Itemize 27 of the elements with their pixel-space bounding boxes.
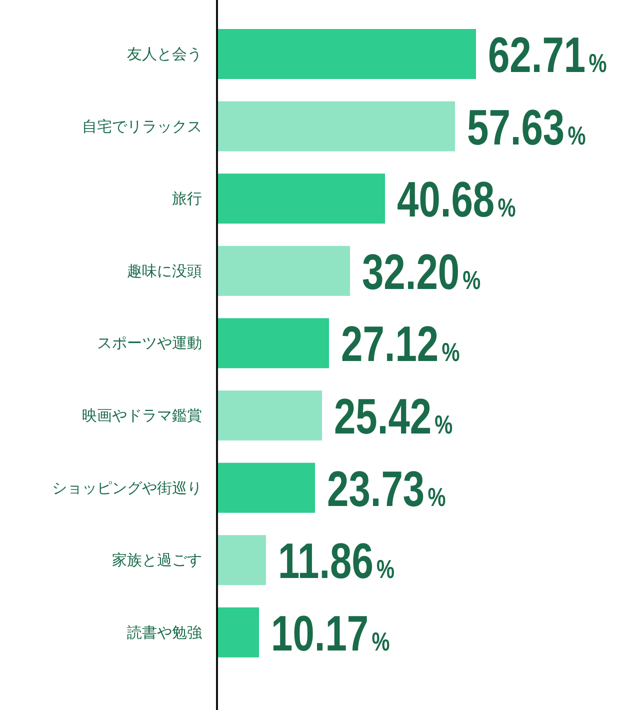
y-tick-label: 読書や勉強 xyxy=(127,623,202,642)
bar xyxy=(217,535,266,586)
bar xyxy=(217,607,260,658)
y-tick-label: ショッピングや街巡り xyxy=(52,478,202,497)
data-label: 57.63% xyxy=(467,98,586,156)
data-label: 25.42% xyxy=(334,388,453,445)
bar xyxy=(217,390,322,440)
data-label: 10.17% xyxy=(271,604,390,662)
data-label: 11.86% xyxy=(278,532,395,590)
y-tick-label: 旅行 xyxy=(172,190,202,208)
bar xyxy=(217,318,330,368)
bar xyxy=(217,101,456,152)
bar xyxy=(217,174,386,224)
y-tick-label: 趣味に没頭 xyxy=(127,262,202,280)
bar xyxy=(217,462,316,513)
data-label: 27.12% xyxy=(341,315,460,372)
y-tick-label: 自宅でリラックス xyxy=(82,117,202,136)
y-tick-label: 映画やドラマ鑑賞 xyxy=(82,406,202,424)
data-label: 62.71% xyxy=(488,26,607,84)
data-label: 40.68% xyxy=(397,170,516,228)
bar xyxy=(217,246,350,296)
y-tick-label: 家族と過ごす xyxy=(112,551,202,570)
bar xyxy=(217,29,476,79)
y-tick-label: 友人と会う xyxy=(127,45,202,63)
data-label: 32.20% xyxy=(362,243,481,300)
y-tick-label: スポーツや運動 xyxy=(97,334,202,352)
data-label: 23.73% xyxy=(327,460,446,517)
